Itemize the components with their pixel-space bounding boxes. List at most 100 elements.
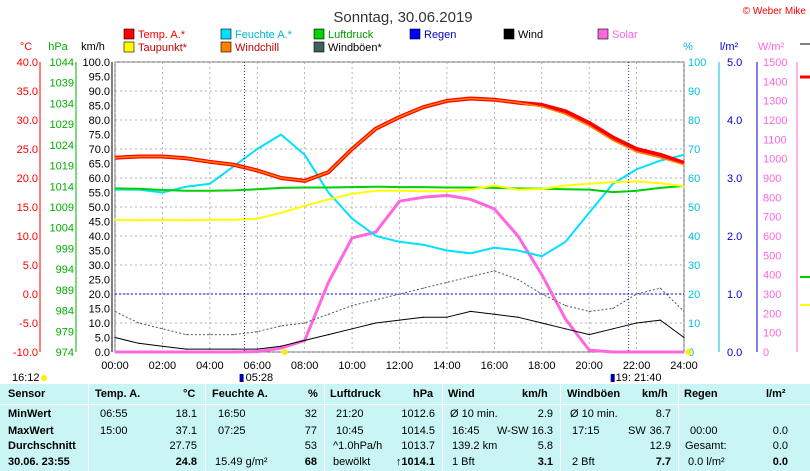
data-point-windben xyxy=(232,334,235,336)
data-point-windchill xyxy=(683,164,685,166)
avg-wind: 5.8 xyxy=(537,440,553,452)
weather-chart: Sonntag, 30.06.2019 © Weber Mike Temp. A… xyxy=(12,6,810,384)
data-point-taupunkt xyxy=(564,184,567,187)
data-point-solar xyxy=(280,347,282,349)
max-wind: 16.3 xyxy=(531,425,553,437)
solar-tick-label: 700 xyxy=(763,212,781,224)
data-point-solar xyxy=(612,351,614,353)
solar-tick-label: 500 xyxy=(763,250,781,262)
data-point-taupunkt xyxy=(209,219,211,221)
stats-header-hum-unit: % xyxy=(308,388,318,400)
data-point-feuchtea xyxy=(564,241,567,243)
stats-panel: Sensor Temp. A. °C Feuchte A. % Luftdruc… xyxy=(0,384,810,471)
data-point-luftdruck xyxy=(398,186,401,188)
data-point-wind xyxy=(541,322,543,324)
data-point-feuchtea xyxy=(493,247,495,249)
data-point-wind xyxy=(375,322,377,324)
min-wind: 2.9 xyxy=(537,408,553,420)
data-point-feuchtea xyxy=(612,183,614,185)
now-hum: 68 xyxy=(304,456,317,468)
data-point-taupunkt xyxy=(612,181,614,183)
data-point-taupunkt xyxy=(351,193,353,195)
data-point-wind xyxy=(422,316,424,318)
data-point-wind xyxy=(351,328,353,330)
data-point-wind xyxy=(659,319,661,321)
data-point-windchill xyxy=(304,180,306,182)
data-point-windchill xyxy=(327,171,329,173)
pressure-tick-label: 1029 xyxy=(50,119,74,131)
data-point-wind xyxy=(304,339,306,341)
x-tick-label: 00:00 xyxy=(101,360,129,372)
data-point-windchill xyxy=(493,99,495,101)
sunrise-icon xyxy=(239,374,244,382)
data-point-taupunkt xyxy=(635,180,638,183)
wind-tick-label: 90.0 xyxy=(89,86,110,98)
data-point-windben xyxy=(683,310,685,312)
stats-header-press-unit: hPa xyxy=(413,388,434,400)
data-point-windben xyxy=(446,281,448,283)
solar-unit-label: W/m² xyxy=(758,41,785,53)
max-press-time: 10:45 xyxy=(336,425,364,437)
humidity-tick-label: 100 xyxy=(688,57,706,69)
min-gust-label: Ø 10 min. xyxy=(570,408,618,420)
wind-tick-label: 35.0 xyxy=(89,246,110,258)
wind-tick-label: 75.0 xyxy=(89,130,110,142)
data-point-taupunkt xyxy=(256,218,258,220)
data-point-solar xyxy=(659,351,661,353)
data-point-windchill xyxy=(612,139,614,141)
rain-tick-label: 0.0 xyxy=(727,347,742,359)
data-point-feuchtea xyxy=(209,183,211,185)
data-point-luftdruck xyxy=(114,187,116,189)
solar-tick-label: 100 xyxy=(763,328,781,340)
wind-tick-label: 30.0 xyxy=(89,260,110,272)
data-point-feuchtea xyxy=(161,191,164,194)
now-gust: 7.7 xyxy=(655,456,671,468)
max-temp: 37.1 xyxy=(175,425,197,437)
solar-tick-label: 900 xyxy=(763,173,781,185)
data-point-wind xyxy=(564,328,567,330)
max-press: 1014.5 xyxy=(401,425,435,437)
sun-markers: 05:28 19: 21:40 16:12 xyxy=(12,43,810,384)
data-point-solar xyxy=(327,281,329,283)
now-gust-label: 2 Bft xyxy=(572,456,595,468)
data-point-tempa xyxy=(612,136,614,138)
pressure-tick-label: 974 xyxy=(56,347,74,359)
data-point-solar xyxy=(470,198,472,200)
data-point-wind xyxy=(493,313,495,315)
data-point-windben xyxy=(588,310,590,312)
x-tick-label: 08:00 xyxy=(291,360,319,372)
data-point-windchill xyxy=(232,164,235,166)
legend-label-dew: Taupunkt* xyxy=(138,42,188,54)
x-tick-label: 02:00 xyxy=(149,360,177,372)
now-temp: 24.8 xyxy=(175,456,197,468)
data-point-windchill xyxy=(588,125,590,127)
solar-tick-label: 1200 xyxy=(763,115,787,127)
data-point-feuchtea xyxy=(517,249,519,252)
legend-label-gust: Windböen* xyxy=(328,42,383,54)
data-point-solar xyxy=(185,351,187,353)
solar-tick-label: 1100 xyxy=(763,134,787,146)
max-hum-time: 07:25 xyxy=(218,425,246,437)
wind-tick-label: 70.0 xyxy=(89,144,110,156)
row-label-now: 30.06. 23:55 xyxy=(8,456,70,468)
data-point-tempa xyxy=(635,148,638,150)
wind-unit-label: km/h xyxy=(81,41,105,53)
data-point-windben xyxy=(138,322,140,324)
data-point-windchill xyxy=(659,157,661,159)
data-point-solar xyxy=(114,351,116,353)
x-tick-label: 12:00 xyxy=(386,360,414,372)
data-point-windchill xyxy=(114,157,116,159)
now-hum-label: 15.49 g/m² xyxy=(215,456,268,468)
legend-swatch-windchill xyxy=(220,41,232,53)
now-rain: 0.0 xyxy=(772,456,788,468)
data-point-windben xyxy=(351,305,353,307)
data-point-solar xyxy=(446,194,448,196)
data-point-luftdruck xyxy=(588,189,590,191)
data-point-taupunkt xyxy=(588,183,590,185)
data-point-windben xyxy=(256,331,258,333)
min-press: 1012.6 xyxy=(401,408,435,420)
wind-tick-label: 15.0 xyxy=(89,304,110,316)
wind-tick-label: 80.0 xyxy=(89,115,110,127)
data-point-feuchtea xyxy=(256,148,258,150)
x-tick-label: 04:00 xyxy=(196,360,224,372)
